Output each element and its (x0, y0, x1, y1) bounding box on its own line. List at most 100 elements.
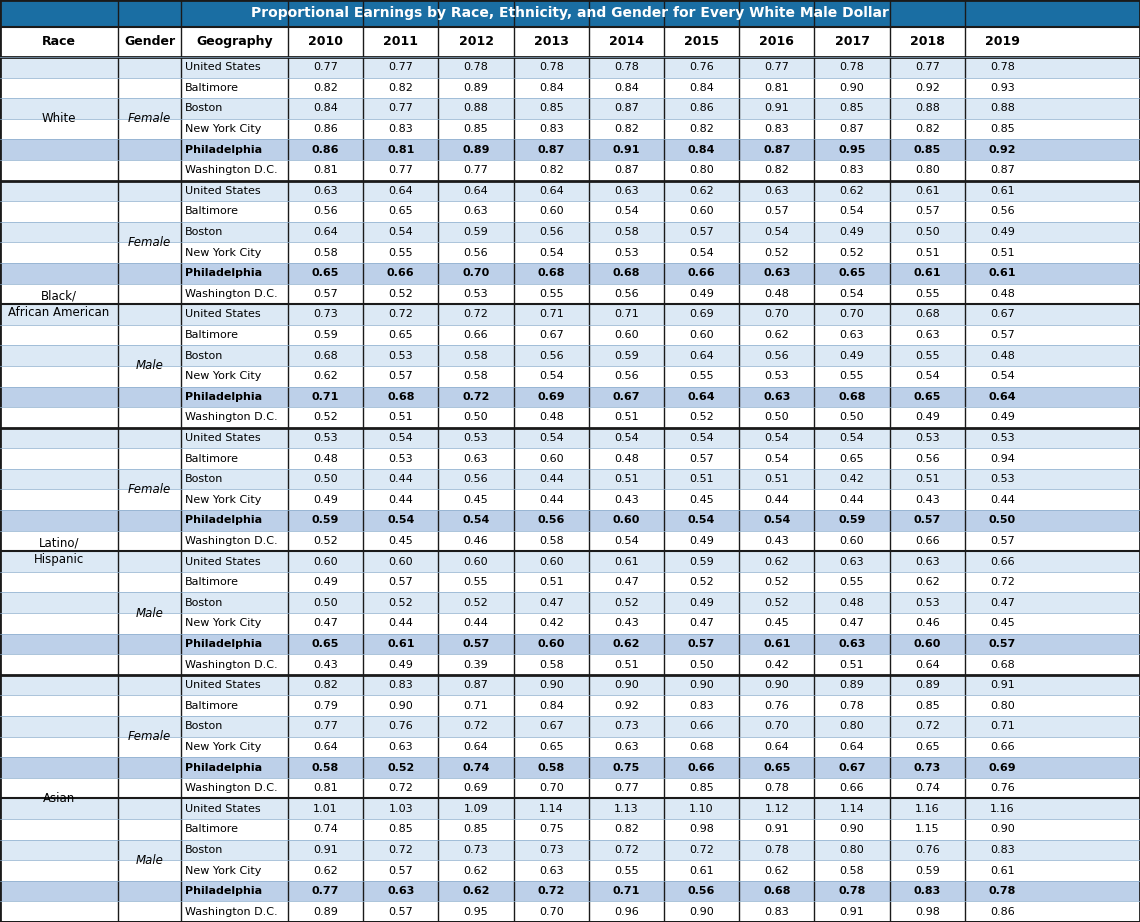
Text: 0.65: 0.65 (763, 762, 790, 773)
Text: 0.57: 0.57 (765, 207, 789, 217)
Text: 2015: 2015 (684, 36, 719, 49)
Text: 0.44: 0.44 (539, 495, 563, 505)
Text: 0.78: 0.78 (464, 63, 488, 72)
Text: 0.88: 0.88 (464, 103, 488, 113)
Bar (0, 0, 1140, 27)
Text: 0.54: 0.54 (389, 227, 413, 237)
Text: 0.66: 0.66 (990, 742, 1015, 752)
Text: 0.54: 0.54 (914, 372, 939, 381)
Text: 0.58: 0.58 (538, 762, 564, 773)
Text: 0.60: 0.60 (539, 454, 563, 464)
Text: Baltimore: Baltimore (185, 701, 239, 711)
Text: 0.65: 0.65 (312, 268, 340, 278)
Text: 0.77: 0.77 (389, 103, 413, 113)
Text: New York City: New York City (185, 124, 261, 134)
Text: 0.49: 0.49 (839, 227, 864, 237)
Text: 0.54: 0.54 (840, 207, 864, 217)
Text: 0.86: 0.86 (690, 103, 714, 113)
Text: 0.90: 0.90 (990, 824, 1015, 834)
Text: 0.83: 0.83 (990, 845, 1015, 855)
Text: 0.68: 0.68 (990, 659, 1015, 669)
Text: 1.01: 1.01 (314, 804, 337, 814)
Text: 0.51: 0.51 (539, 577, 563, 587)
Text: 0.71: 0.71 (539, 310, 563, 319)
Bar (0, 716, 1140, 737)
Text: New York City: New York City (185, 619, 261, 629)
Text: 0.44: 0.44 (464, 619, 488, 629)
Bar (0, 819, 1140, 840)
Text: 0.66: 0.66 (687, 762, 716, 773)
Text: Black/
African American: Black/ African American (8, 290, 109, 319)
Text: 0.64: 0.64 (914, 659, 939, 669)
Text: 2016: 2016 (759, 36, 795, 49)
Text: 0.67: 0.67 (539, 330, 563, 340)
Text: 1.09: 1.09 (464, 804, 488, 814)
Text: 0.91: 0.91 (990, 680, 1015, 691)
Text: United States: United States (185, 310, 261, 319)
Bar (0, 77, 1140, 98)
Bar (0, 346, 1140, 366)
Text: 0.92: 0.92 (614, 701, 638, 711)
Text: 0.64: 0.64 (389, 186, 413, 195)
Text: 0.51: 0.51 (389, 412, 413, 422)
Bar (0, 181, 1140, 201)
Text: 0.47: 0.47 (839, 619, 864, 629)
Text: 0.52: 0.52 (614, 597, 638, 608)
Text: 2011: 2011 (383, 36, 418, 49)
Text: 0.61: 0.61 (990, 866, 1015, 876)
Text: 0.44: 0.44 (839, 495, 864, 505)
Text: 0.53: 0.53 (464, 433, 488, 443)
Text: 0.70: 0.70 (463, 268, 489, 278)
Text: Philadelphia: Philadelphia (185, 762, 262, 773)
Text: 0.49: 0.49 (990, 227, 1015, 237)
Text: 0.75: 0.75 (613, 762, 640, 773)
Text: 1.16: 1.16 (915, 804, 939, 814)
Text: 0.60: 0.60 (539, 557, 563, 567)
Text: Boston: Boston (185, 103, 223, 113)
Text: 0.82: 0.82 (389, 83, 413, 93)
Text: 0.83: 0.83 (389, 124, 413, 134)
Text: 0.90: 0.90 (539, 680, 563, 691)
Text: 0.61: 0.61 (690, 866, 714, 876)
Text: 0.88: 0.88 (914, 103, 939, 113)
Text: 0.87: 0.87 (538, 145, 565, 155)
Text: Philadelphia: Philadelphia (185, 515, 262, 526)
Text: 0.80: 0.80 (990, 701, 1015, 711)
Text: 0.83: 0.83 (913, 886, 940, 896)
Text: 0.71: 0.71 (312, 392, 340, 402)
Text: 0.48: 0.48 (614, 454, 638, 464)
Text: 0.54: 0.54 (990, 372, 1015, 381)
Text: 0.59: 0.59 (314, 330, 337, 340)
Text: 0.61: 0.61 (990, 186, 1015, 195)
Text: 0.66: 0.66 (687, 268, 716, 278)
Text: 0.87: 0.87 (614, 103, 638, 113)
Text: Baltimore: Baltimore (185, 83, 239, 93)
Text: 0.70: 0.70 (539, 783, 563, 793)
Text: 0.71: 0.71 (612, 886, 640, 896)
Text: 0.65: 0.65 (838, 268, 865, 278)
Bar (0, 881, 1140, 902)
Text: 0.77: 0.77 (312, 886, 340, 896)
Text: 0.62: 0.62 (690, 186, 714, 195)
Text: Boston: Boston (185, 845, 223, 855)
Text: 0.82: 0.82 (539, 165, 563, 175)
Text: 0.78: 0.78 (988, 886, 1016, 896)
Text: 0.56: 0.56 (614, 289, 638, 299)
Text: 0.62: 0.62 (765, 557, 789, 567)
Bar (0, 469, 1140, 490)
Bar (0, 201, 1140, 222)
Text: 0.54: 0.54 (763, 515, 790, 526)
Text: 0.81: 0.81 (388, 145, 415, 155)
Text: 0.51: 0.51 (765, 474, 789, 484)
Text: 0.50: 0.50 (314, 474, 337, 484)
Text: 1.14: 1.14 (840, 804, 864, 814)
Text: 0.43: 0.43 (314, 659, 337, 669)
Text: 0.73: 0.73 (614, 721, 638, 731)
Text: 1.13: 1.13 (614, 804, 638, 814)
Text: 0.57: 0.57 (988, 639, 1016, 649)
Text: 0.57: 0.57 (990, 330, 1015, 340)
Text: 0.39: 0.39 (464, 659, 488, 669)
Text: 0.63: 0.63 (915, 330, 939, 340)
Text: 0.84: 0.84 (690, 83, 714, 93)
Text: 0.65: 0.65 (312, 639, 340, 649)
